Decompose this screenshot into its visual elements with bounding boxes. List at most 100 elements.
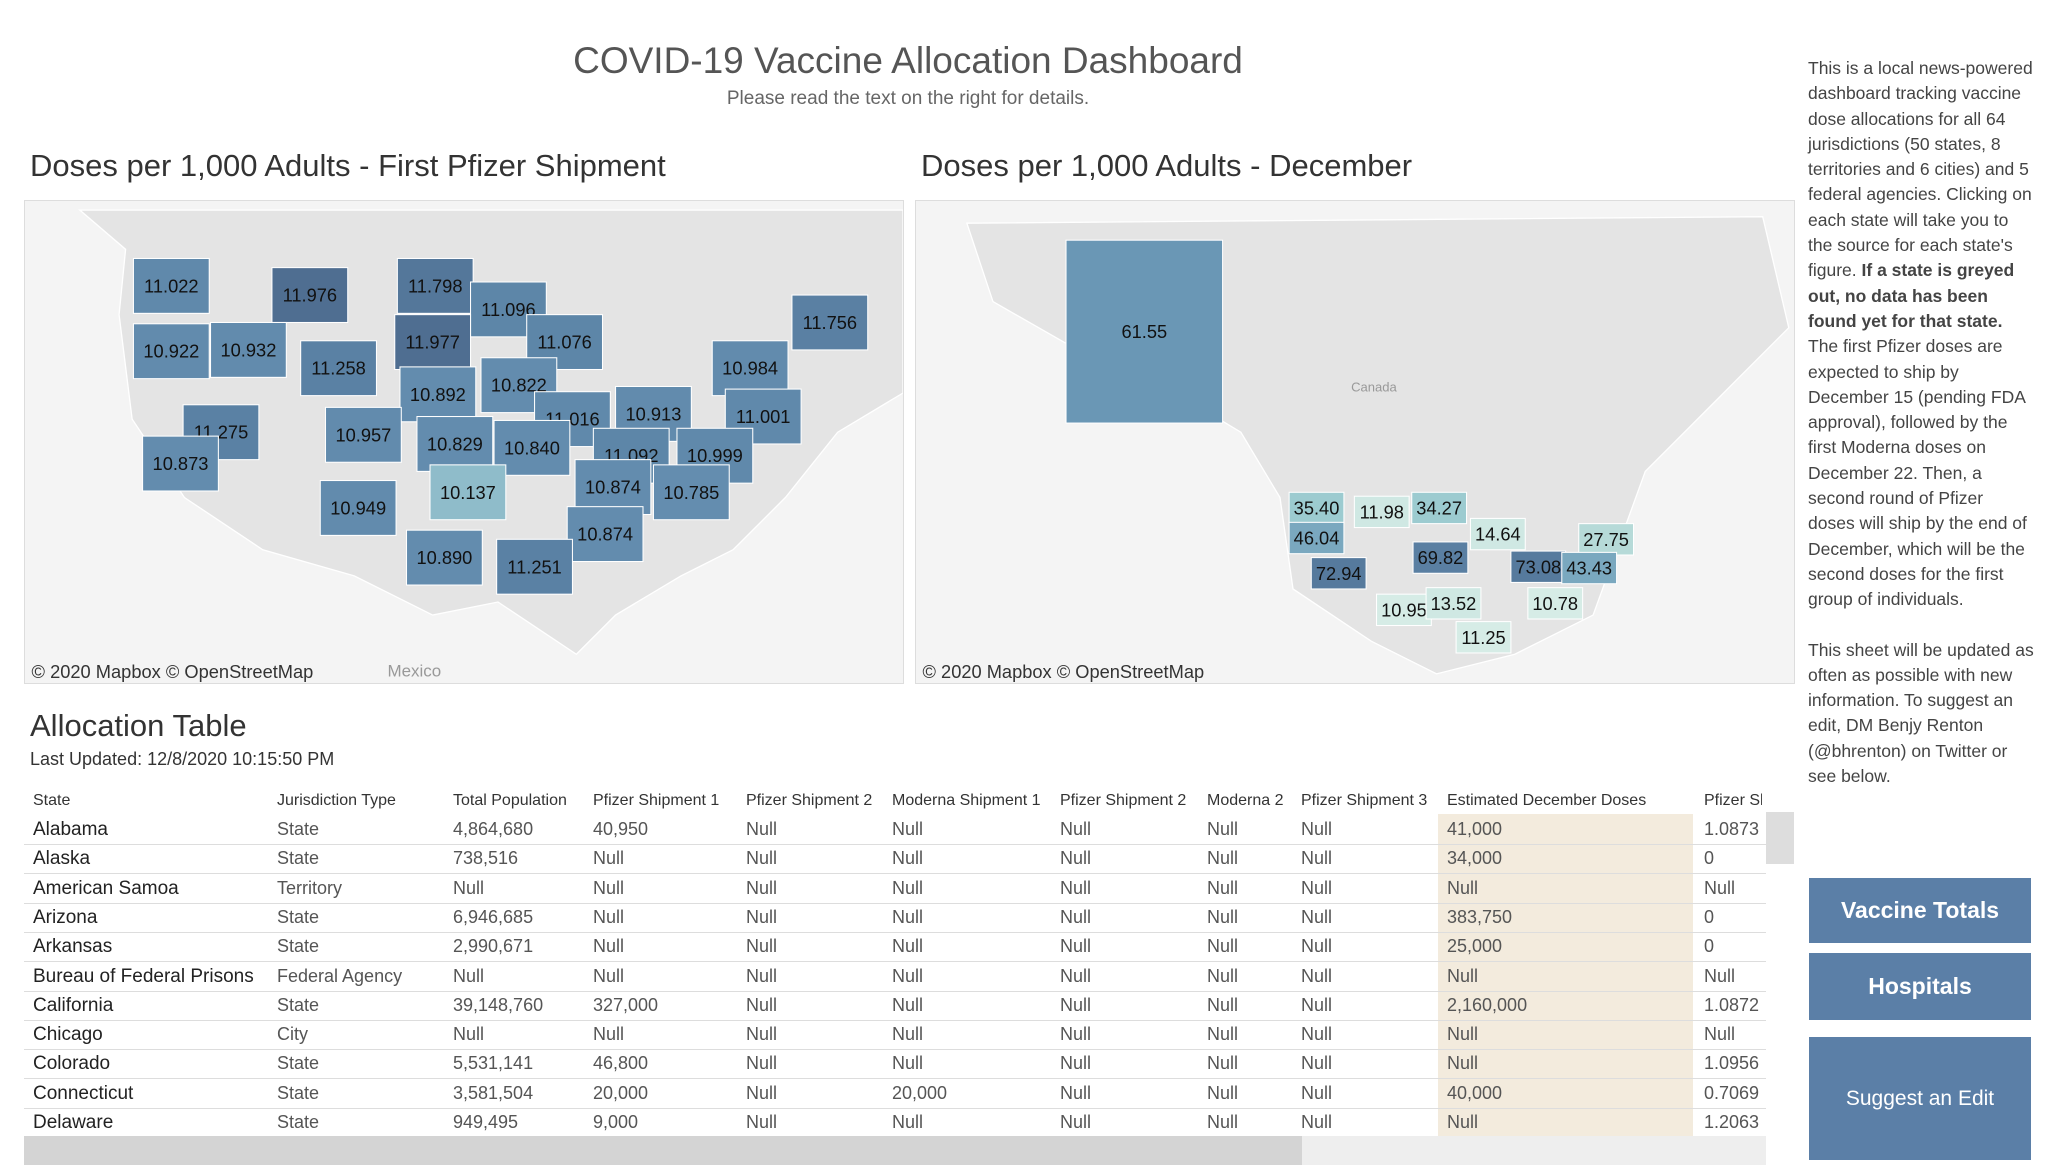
table-cell: Null [1060,1053,1092,1074]
table-cell: State [277,1053,320,1074]
state-cell: Delaware [33,1112,114,1133]
state-label: 10.873 [153,453,209,474]
sidebar-text: The first Pfizer doses are expected to s… [1808,336,2027,610]
state-region [324,406,402,463]
allocation-table: State Jurisdiction Type Total Population Pf… [24,790,1766,1136]
column-header: Pfizer Shipment 3 [1301,792,1428,809]
state-label: 10.932 [220,339,276,360]
state-region [1425,587,1482,620]
table-cell: 738,516 [453,848,519,869]
table-cell: Null [892,1112,924,1132]
table-cell: Null [1447,1112,1479,1132]
table-cell: State [277,1112,320,1132]
table-cell: Null [892,936,924,957]
state-label: 11.076 [537,332,592,353]
state-region [566,506,644,563]
state-region [416,416,494,472]
table-cell: Null [892,1053,924,1074]
state-region [1527,587,1584,620]
table-cell: Territory [277,877,343,898]
table-cell: Null [1207,936,1239,957]
table-cell: 40,950 [593,819,649,839]
table-cell: 2,160,000 [1447,994,1528,1015]
table-cell: 1.2063 [1704,1112,1760,1132]
column-header: Jurisdiction Type [277,792,396,809]
table-cell: Null [1207,1082,1239,1103]
row-divider [24,1019,1766,1021]
column-header: Pfizer Sh [1704,792,1762,809]
table-cell: Null [1207,994,1239,1015]
map-title: Doses per 1,000 Adults - First Pfizer Sh… [30,148,666,183]
table-cell: 20,000 [593,1082,649,1103]
table-cell: Null [1207,965,1239,986]
table-cell: Null [1704,877,1736,898]
table-cell: Null [1301,906,1333,927]
table-cell: State [277,994,320,1015]
state-region [405,529,483,586]
scrollbar-thumb[interactable] [24,1136,1302,1165]
table-cell: 34,000 [1447,848,1503,869]
table-cell: 5,531,141 [453,1053,534,1074]
state-cell: Connecticut [33,1082,134,1104]
table-cell: Null [1704,965,1736,986]
state-label: 10.840 [504,437,560,458]
table-cell: Null [1447,877,1479,898]
map[interactable]: 11.022 11.976 11.798 11.096 11.756 10.922 10.9… [24,200,904,684]
scrollbar-thumb[interactable] [1766,812,1794,864]
map-attribution: © 2020 Mapbox © OpenStreetMap [923,661,1205,682]
state-label: 11.251 [507,556,562,577]
button[interactable]: Vaccine Totals [1809,878,2031,943]
column-header: Moderna Shipment 1 [892,792,1041,809]
table-cell: Null [746,965,778,986]
table-cell: Null [593,848,625,869]
state-label: 10.890 [416,547,472,568]
state-label: 11.98 [1360,501,1404,522]
row-divider [24,902,1766,904]
table-cell: Null [1301,819,1333,839]
table-cell: Null [746,936,778,957]
sidebar-note: If a state is greyed out, no data has be… [1808,260,2015,331]
table-cell: Null [892,965,924,986]
table-cell: 6,946,685 [453,906,534,927]
state-region [1065,239,1224,424]
table-cell: 0 [1704,848,1715,869]
state-region [574,459,652,516]
state-cell: Alaska [33,848,91,870]
state-label: 61.55 [1121,321,1167,342]
table-cell: Null [746,1024,778,1045]
table-cell: Null [1060,1112,1092,1132]
state-cell: Colorado [33,1053,111,1075]
state-label: 11.022 [144,275,199,296]
column-header: Total Population [453,792,567,809]
state-label: 10.785 [663,482,719,503]
map[interactable]: 61.55 35.40 11.98 34.27 46.04 14.64 27.75 69.82… [915,200,1795,684]
map-canvas: 61.55 35.40 11.98 34.27 46.04 14.64 27.75 69.82… [916,201,1794,683]
table-cell: Null [1207,906,1239,927]
table-cell: 46,800 [593,1053,649,1074]
state-label: 11.096 [481,299,536,320]
state-label: 34.27 [1416,497,1462,518]
button[interactable]: Suggest an Edit [1809,1037,2031,1160]
table-cell: City [277,1024,308,1045]
state-label: 11.976 [283,285,338,306]
state-region [1455,621,1512,654]
state-cell: Alabama [33,819,108,840]
state-region [396,257,474,314]
state-label: 10.892 [410,384,466,405]
table-cell: Null [1301,965,1333,986]
table-cell: Null [746,906,778,927]
column-header: Pfizer Shipment 2 [1060,792,1187,809]
table-cell: Null [1301,1112,1333,1132]
table-cell: Null [593,936,625,957]
state-label: 10.95 [1381,599,1427,620]
table-cell: 1.0873 [1704,819,1760,839]
button[interactable]: Hospitals [1809,953,2031,1020]
table-cell: Null [1060,906,1092,927]
table-cell: 20,000 [892,1082,948,1103]
table-cell: Null [1301,994,1333,1015]
sidebar-text: This is a local news-powered dashboard t… [1808,58,2033,281]
state-cell: Arkansas [33,936,113,958]
table-cell: Null [1301,848,1333,869]
table-cell: Null [1301,877,1333,898]
